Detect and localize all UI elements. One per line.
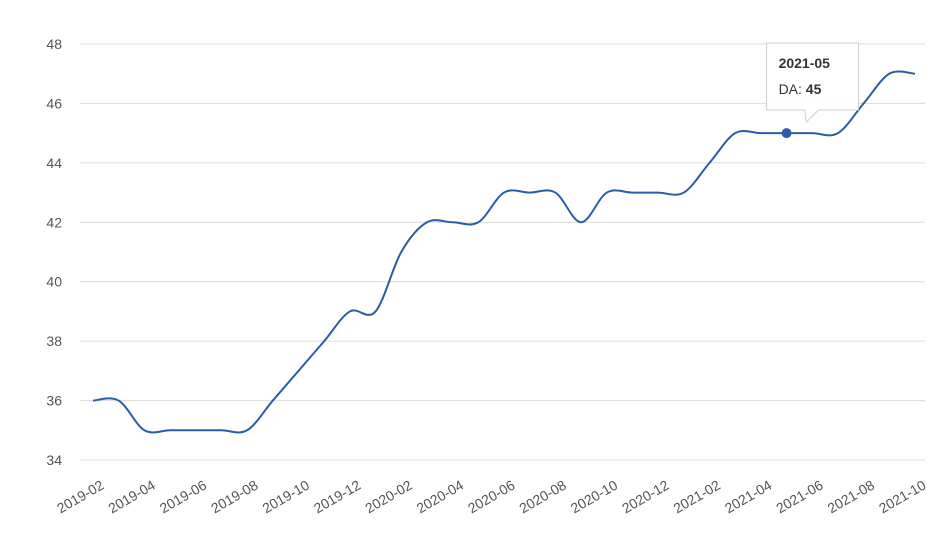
- tooltip-series-name: DA: [779, 81, 799, 97]
- x-tick-label: 2019-06: [157, 477, 210, 517]
- tooltip-sep: :: [798, 81, 806, 97]
- x-tick-label: 2020-12: [619, 477, 672, 517]
- y-tick-label: 44: [46, 155, 62, 171]
- y-tick-label: 48: [46, 36, 62, 52]
- x-tick-label: 2020-04: [414, 477, 467, 517]
- x-tick-label: 2019-08: [208, 477, 261, 517]
- x-tick-label: 2019-02: [54, 477, 107, 517]
- x-tick-label: 2021-04: [722, 477, 775, 517]
- x-tick-label: 2021-08: [825, 477, 878, 517]
- tooltip: 2021-05 DA: 45: [766, 42, 860, 124]
- x-tick-label: 2021-02: [670, 477, 723, 517]
- x-tick-label: 2021-06: [773, 477, 826, 517]
- data-line: [92, 70, 916, 434]
- tooltip-box: [766, 42, 860, 124]
- y-tick-label: 34: [46, 452, 62, 468]
- y-tick-label: 40: [46, 274, 62, 290]
- x-tick-label: 2019-10: [259, 477, 312, 517]
- y-tick-label: 38: [46, 333, 62, 349]
- x-tick-label: 2020-10: [568, 477, 621, 517]
- tooltip-body: DA: 45: [779, 81, 822, 97]
- y-tick-label: 46: [46, 95, 62, 111]
- y-tick-label: 42: [46, 214, 62, 230]
- x-tick-label: 2020-06: [465, 477, 518, 517]
- tooltip-title: 2021-05: [779, 55, 831, 71]
- x-tick-label: 2020-02: [362, 477, 415, 517]
- highlight-point: [781, 128, 792, 139]
- x-tick-label: 2019-12: [311, 477, 364, 517]
- x-tick-label: 2019-04: [105, 477, 158, 517]
- tooltip-value: 45: [806, 81, 822, 97]
- x-tick-label: 2021-10: [876, 477, 927, 517]
- y-tick-label: 36: [46, 393, 62, 409]
- x-tick-label: 2020-08: [516, 477, 569, 517]
